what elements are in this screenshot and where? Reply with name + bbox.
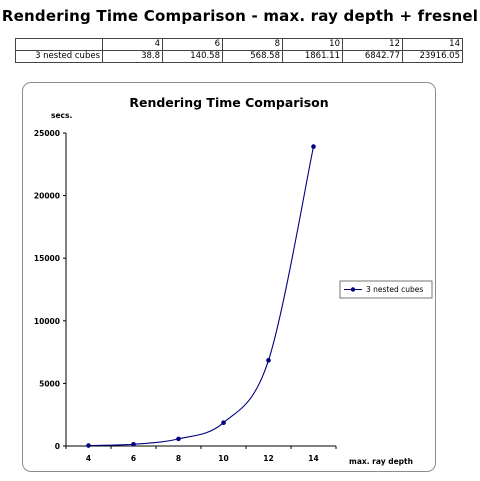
- x-tick-label: 4: [86, 454, 91, 463]
- y-tick-label: 15000: [34, 254, 60, 263]
- series-line: [88, 146, 315, 447]
- data-point: [176, 436, 181, 442]
- y-axis-title: secs.: [51, 111, 72, 120]
- y-ticks: 0 5000 10000 15000 20000 25000: [34, 129, 66, 451]
- y-tick-label: 0: [55, 442, 60, 451]
- y-tick-label: 20000: [34, 192, 60, 201]
- data-table: 4 6 8 10 12 14 3 nested cubes 38.8 140.5…: [15, 38, 463, 63]
- data-point: [311, 144, 316, 149]
- y-tick-label: 10000: [34, 317, 60, 326]
- data-point: [86, 443, 91, 448]
- y-tick-label: 5000: [39, 379, 60, 388]
- legend-label: 3 nested cubes: [366, 285, 423, 294]
- table-cell: 568.58: [222, 50, 283, 63]
- table-header-row: 4 6 8 10 12 14: [15, 38, 463, 51]
- data-point: [266, 358, 271, 363]
- x-tick-label: 12: [263, 454, 273, 463]
- series-group: [86, 144, 316, 448]
- x-axis-title: max. ray depth: [349, 457, 413, 466]
- chart-title: Rendering Time Comparison: [129, 95, 328, 110]
- y-tick-label: 25000: [34, 129, 60, 138]
- x-tick-label: 8: [176, 454, 181, 463]
- x-tick-label: 6: [131, 454, 136, 463]
- legend-box: [339, 280, 433, 299]
- table-cell: 1861.11: [282, 50, 343, 63]
- x-tick-label: 14: [308, 454, 318, 463]
- legend: 3 nested cubes: [339, 280, 433, 299]
- table-cell: 23916.05: [402, 50, 463, 63]
- data-point: [221, 420, 226, 425]
- page-title: Rendering Time Comparison - max. ray dep…: [1, 7, 479, 25]
- table-row: 3 nested cubes 38.8 140.58 568.58 1861.1…: [15, 50, 463, 63]
- chart-frame: [22, 82, 436, 472]
- data-point: [131, 441, 136, 447]
- x-ticks: 4 6 8 10 12 14: [65, 446, 337, 463]
- x-tick-label: 10: [218, 454, 228, 463]
- table-cell: 140.58: [162, 50, 223, 63]
- legend-marker: [350, 287, 356, 292]
